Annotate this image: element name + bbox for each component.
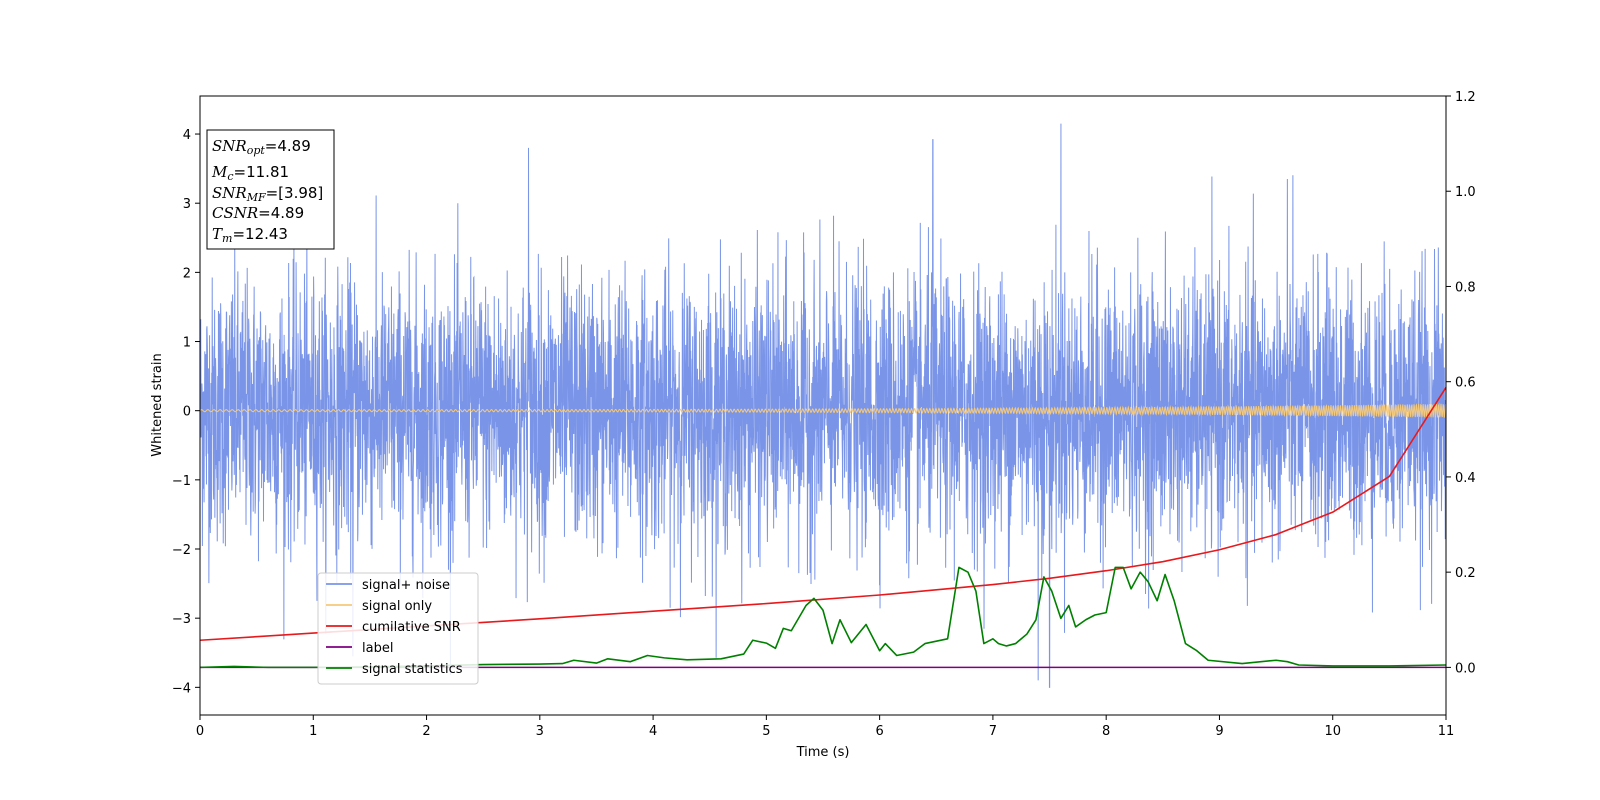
x-tick-label: 10: [1324, 724, 1341, 739]
legend-frame: [317, 572, 479, 685]
legend-entry-label: signal only: [362, 599, 432, 614]
y-left-tick-label: 0: [183, 405, 191, 420]
series-signal-statistics: [199, 566, 1447, 669]
x-tick-label: 9: [1215, 724, 1223, 739]
legend-entry-label: signal statistics: [362, 662, 463, 677]
legend-entry-label: cumilative SNR: [362, 620, 461, 635]
x-tick-label: 2: [422, 724, 430, 739]
x-tick-label: 3: [536, 724, 544, 739]
info-mc: Mc=11.81: [211, 163, 289, 183]
y-left-tick-label: −2: [172, 543, 191, 558]
y-left-tick-label: −3: [172, 612, 191, 627]
y-left-tick-label: 2: [183, 266, 191, 281]
x-tick-label: 5: [762, 724, 770, 739]
info-snr-mf: SNRMF=[3.98]: [212, 184, 323, 204]
legend-entry-label: signal+ noise: [362, 578, 450, 593]
x-tick-label: 7: [989, 724, 997, 739]
x-tick-label: 1: [309, 724, 317, 739]
y-left-tick-label: −4: [172, 681, 191, 696]
info-box-frame: [206, 129, 335, 250]
x-tick-label: 6: [875, 724, 883, 739]
x-axis-label: Time (s): [796, 745, 850, 760]
x-tick-label: 4: [649, 724, 657, 739]
info-csnr: CSNR=4.89: [212, 204, 304, 222]
info-snr-opt: SNRopt=4.89: [212, 137, 311, 157]
y-right-tick-label: 1.2: [1455, 90, 1476, 105]
legend-entry-label: label: [362, 641, 393, 656]
y-left-tick-label: 3: [183, 197, 191, 212]
series-cumilative-snr: [199, 386, 1447, 642]
info-tm: Tm=12.43: [212, 225, 288, 245]
ticks-layer: 0 1 2 3 4 5 6 7 8 9 10 11 −4 −3 −2 −1 0 1 2 3 4 0.0 0.2 0.4 0.6 0…: [172, 90, 1476, 739]
y-left-tick-label: 4: [183, 128, 191, 143]
x-tick-label: 11: [1438, 724, 1455, 739]
y-right-tick-label: 0.8: [1455, 280, 1476, 295]
y-right-tick-label: 0.0: [1455, 661, 1476, 676]
axes-frame: [199, 95, 1447, 716]
x-tick-label: 8: [1102, 724, 1110, 739]
series-signal-only: [199, 402, 1447, 419]
legend: signal+ noise signal only cumilative SNR la…: [317, 572, 479, 685]
y-right-tick-label: 0.2: [1455, 566, 1476, 581]
y-left-tick-label: −1: [172, 474, 191, 489]
series-signal-noise: [199, 123, 1447, 688]
y-axis-label: Whitened strain: [150, 353, 165, 456]
y-right-tick-label: 0.6: [1455, 376, 1476, 391]
info-box: SNRopt=4.89 Mc=11.81 SNRMF=[3.98] CSNR=4…: [206, 129, 335, 250]
y-right-tick-label: 0.4: [1455, 471, 1476, 486]
y-left-tick-label: 1: [183, 336, 191, 351]
y-right-tick-label: 1.0: [1455, 185, 1476, 200]
x-tick-label: 0: [196, 724, 204, 739]
